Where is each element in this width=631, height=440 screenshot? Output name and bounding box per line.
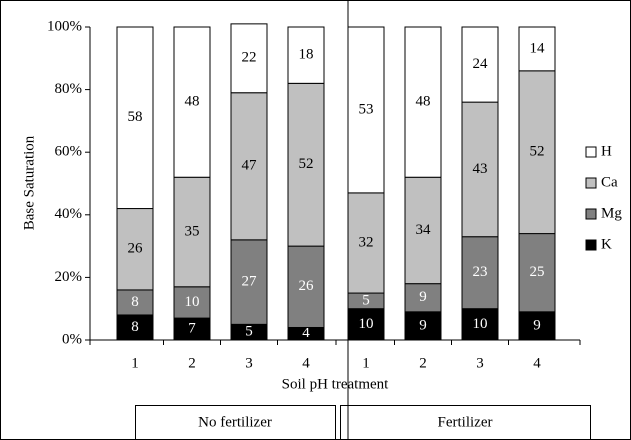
bar-segment [347,192,385,294]
legend-label: Ca [601,174,618,190]
data-label: 48 [185,94,200,110]
x-tick-label: 3 [476,355,484,371]
data-label: 23 [473,264,488,280]
legend-swatch [585,146,597,158]
bar-segment [116,289,154,316]
bar-segment [518,70,556,235]
data-label: 47 [242,158,258,174]
bar-segment [230,92,268,241]
data-label: 18 [299,47,314,63]
data-label: 25 [530,264,545,280]
data-label: 4 [302,325,310,341]
bar-segment [116,208,154,291]
data-label: 27 [242,274,258,290]
bar-segment [287,82,325,247]
y-tick-label: 40% [55,206,83,222]
bar-segment [518,233,556,313]
group-box [340,405,591,440]
bar-segment [404,311,442,341]
bar-segment [287,26,325,84]
x-tick-label: 3 [245,355,253,371]
bar-segment [347,26,385,194]
y-tick-label: 100% [47,18,82,34]
data-label: 52 [299,156,314,172]
legend-swatch [585,177,597,189]
data-label: 35 [185,223,200,239]
data-label: 5 [245,324,253,340]
data-label: 9 [419,317,427,333]
data-label: 34 [416,222,432,238]
group-label: Fertilizer [438,414,493,430]
y-tick-label: 60% [55,144,83,160]
data-label: 43 [473,161,488,177]
bar-segment [116,314,154,341]
bar-segment [461,101,499,238]
bar-segment [173,286,211,319]
bar-segment [230,23,268,94]
bar-segment [404,283,442,313]
bar-segment [404,176,442,285]
data-label: 7 [188,320,196,336]
x-tick-label: 1 [362,355,370,371]
data-label: 10 [359,316,374,332]
bar-segment [404,26,442,178]
data-label: 26 [128,241,144,257]
bar-segment [173,176,211,288]
bar-segment [116,26,154,210]
x-tick-label: 1 [131,355,139,371]
bar-segment [173,26,211,178]
data-label: 14 [530,40,546,56]
data-label: 24 [473,56,489,72]
bar-segment [287,245,325,328]
x-axis-label: Soil pH treatment [282,376,389,392]
data-label: 58 [128,109,143,125]
data-label: 48 [416,94,431,110]
data-label: 8 [131,319,139,335]
data-label: 10 [473,316,488,332]
x-tick-label: 2 [188,355,196,371]
data-label: 52 [530,144,545,160]
y-tick-label: 20% [55,269,83,285]
data-label: 9 [419,289,427,305]
data-label: 9 [533,317,541,333]
data-label: 10 [185,294,200,310]
x-tick-label: 4 [302,355,310,371]
data-label: 5 [362,292,370,308]
legend-label: Mg [601,205,622,221]
bar-segment [518,26,556,72]
group-box [135,405,336,440]
y-tick-label: 80% [55,81,83,97]
data-label: 53 [359,101,374,117]
legend-label: H [601,143,612,159]
data-label: 22 [242,50,257,66]
y-axis-label: Base Saturation [21,135,37,230]
bar-segment [347,308,385,341]
legend-label: K [601,236,612,252]
bar-segment [461,26,499,103]
data-label: 8 [131,294,139,310]
data-label: 32 [359,234,374,250]
y-tick-label: 0% [62,331,82,347]
legend-swatch [585,208,597,220]
x-tick-label: 4 [533,355,541,371]
bar-segment [230,239,268,325]
bar-segment [461,308,499,341]
bar-segment [518,311,556,341]
x-tick-label: 2 [419,355,427,371]
legend-swatch [585,239,597,251]
data-label: 26 [299,278,315,294]
group-label: No fertilizer [198,414,272,430]
